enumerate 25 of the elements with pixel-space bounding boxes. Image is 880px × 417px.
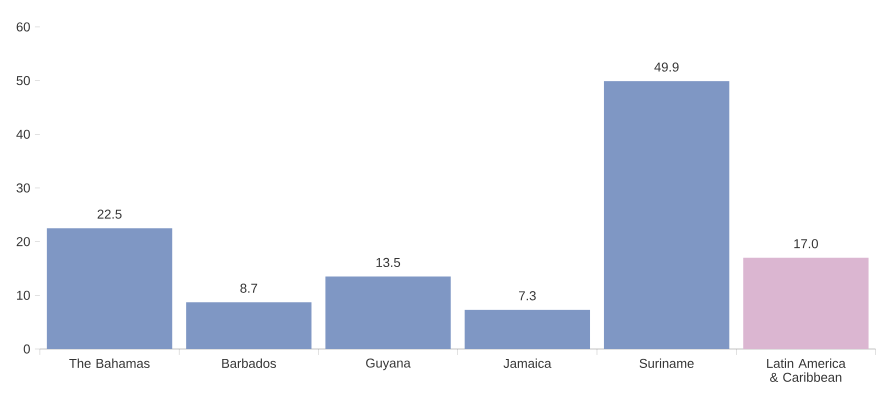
- bar: [604, 81, 730, 350]
- x-tick-label: Latin America & Caribbean: [767, 358, 846, 382]
- data-label: 7.3: [519, 291, 536, 300]
- y-tick-label: 60: [16, 22, 30, 32]
- y-tick-label: 40: [16, 130, 30, 139]
- x-tick-label: Jamaica: [504, 358, 552, 368]
- x-tick-label: Barbados: [222, 358, 276, 368]
- bar: [464, 310, 590, 350]
- bar: [46, 228, 172, 350]
- data-label: 8.7: [240, 284, 258, 293]
- y-tick-label: 0: [24, 344, 30, 354]
- data-label: 22.5: [98, 210, 122, 219]
- x-tick-label: The Bahamas: [69, 358, 150, 368]
- bar: [186, 302, 312, 350]
- y-tick-label: 10: [17, 290, 30, 300]
- y-tick-label: 50: [16, 76, 30, 86]
- data-label: 49.9: [654, 62, 679, 72]
- x-tick-label: Suriname: [640, 358, 694, 368]
- bar: [325, 276, 451, 350]
- y-tick-label: 30: [16, 183, 30, 193]
- x-tick-label: Guyana: [366, 358, 411, 370]
- bar: [743, 258, 869, 350]
- data-label: 13.5: [376, 258, 400, 268]
- y-tick-label: 20: [16, 237, 30, 246]
- data-label: 17.0: [794, 239, 818, 248]
